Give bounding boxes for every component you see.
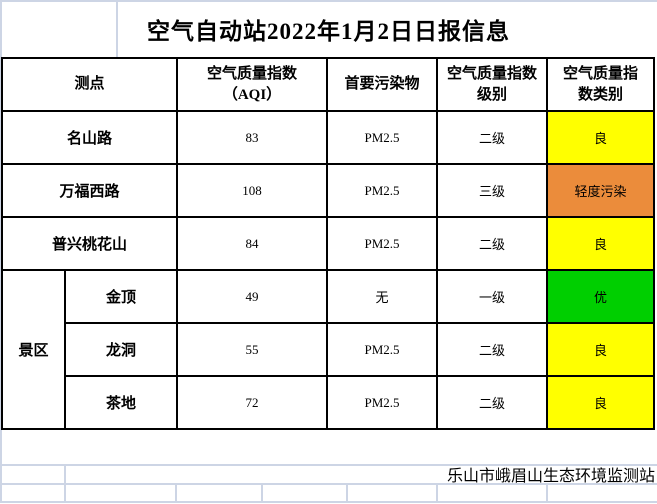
col-header-aqi: 空气质量指数 （AQI） xyxy=(176,57,328,112)
cell-aqi: 49 xyxy=(176,269,328,324)
table-row: 龙洞 55 PM2.5 二级 良 xyxy=(2,322,655,377)
cell-category: 轻度污染 xyxy=(546,163,655,218)
cell-level: 二级 xyxy=(436,322,548,377)
cell-level: 二级 xyxy=(436,375,548,430)
cell-level: 二级 xyxy=(436,216,548,271)
air-quality-table: 测点 空气质量指数 （AQI） 首要污染物 空气质量指数 级别 空气质量指 数类… xyxy=(1,57,655,430)
agency-name: 乐山市峨眉山生态环境监测站 xyxy=(446,468,655,485)
cell-pollutant: PM2.5 xyxy=(326,216,438,271)
cell-aqi: 83 xyxy=(176,110,328,165)
cell-level: 三级 xyxy=(436,163,548,218)
cell-site: 龙洞 xyxy=(64,322,178,377)
cell-category: 优 xyxy=(546,269,655,324)
col-header-site: 测点 xyxy=(1,57,178,112)
cell-category: 良 xyxy=(546,375,655,430)
gridline xyxy=(64,464,66,503)
gridline xyxy=(436,483,438,503)
cell-category: 良 xyxy=(546,110,655,165)
table-row: 茶地 72 PM2.5 二级 良 xyxy=(2,375,655,430)
gridline xyxy=(0,0,2,502)
cell-aqi: 72 xyxy=(176,375,328,430)
table-row: 景区 金顶 49 无 一级 优 xyxy=(1,269,655,430)
cell-site: 茶地 xyxy=(64,375,178,430)
cell-pollutant: 无 xyxy=(326,269,438,324)
col-header-category: 空气质量指 数类别 xyxy=(546,57,655,112)
gridline xyxy=(0,501,657,503)
cell-aqi: 84 xyxy=(176,216,328,271)
table-row: 普兴桃花山 84 PM2.5 二级 良 xyxy=(1,216,655,271)
col-header-pollutant: 首要污染物 xyxy=(326,57,438,112)
gridline xyxy=(546,483,548,503)
cell-category: 良 xyxy=(546,216,655,271)
cell-aqi: 108 xyxy=(176,163,328,218)
cell-aqi: 55 xyxy=(176,322,328,377)
cell-level: 二级 xyxy=(436,110,548,165)
cell-pollutant: PM2.5 xyxy=(326,375,438,430)
gridline xyxy=(175,483,177,503)
col-header-level: 空气质量指数 级别 xyxy=(436,57,548,112)
table-row: 名山路 83 PM2.5 二级 良 xyxy=(1,110,655,165)
gridline xyxy=(116,0,118,57)
gridline xyxy=(261,483,263,503)
cell-category: 良 xyxy=(546,322,655,377)
cell-pollutant: PM2.5 xyxy=(326,163,438,218)
cell-site: 名山路 xyxy=(1,110,178,165)
table-row: 万福西路 108 PM2.5 三级 轻度污染 xyxy=(1,163,655,218)
cell-pollutant: PM2.5 xyxy=(326,110,438,165)
gridline xyxy=(346,483,348,503)
cell-site-group: 景区 xyxy=(1,269,66,430)
gridline xyxy=(0,483,657,485)
cell-site: 金顶 xyxy=(64,269,178,324)
cell-site: 万福西路 xyxy=(1,163,178,218)
cell-site: 普兴桃花山 xyxy=(1,216,178,271)
cell-level: 一级 xyxy=(436,269,548,324)
cell-pollutant: PM2.5 xyxy=(326,322,438,377)
gridline xyxy=(0,0,657,2)
report-title: 空气自动站2022年1月2日日报信息 xyxy=(147,18,510,44)
header-row: 测点 空气质量指数 （AQI） 首要污染物 空气质量指数 级别 空气质量指 数类… xyxy=(1,57,655,112)
gridline xyxy=(0,464,657,466)
